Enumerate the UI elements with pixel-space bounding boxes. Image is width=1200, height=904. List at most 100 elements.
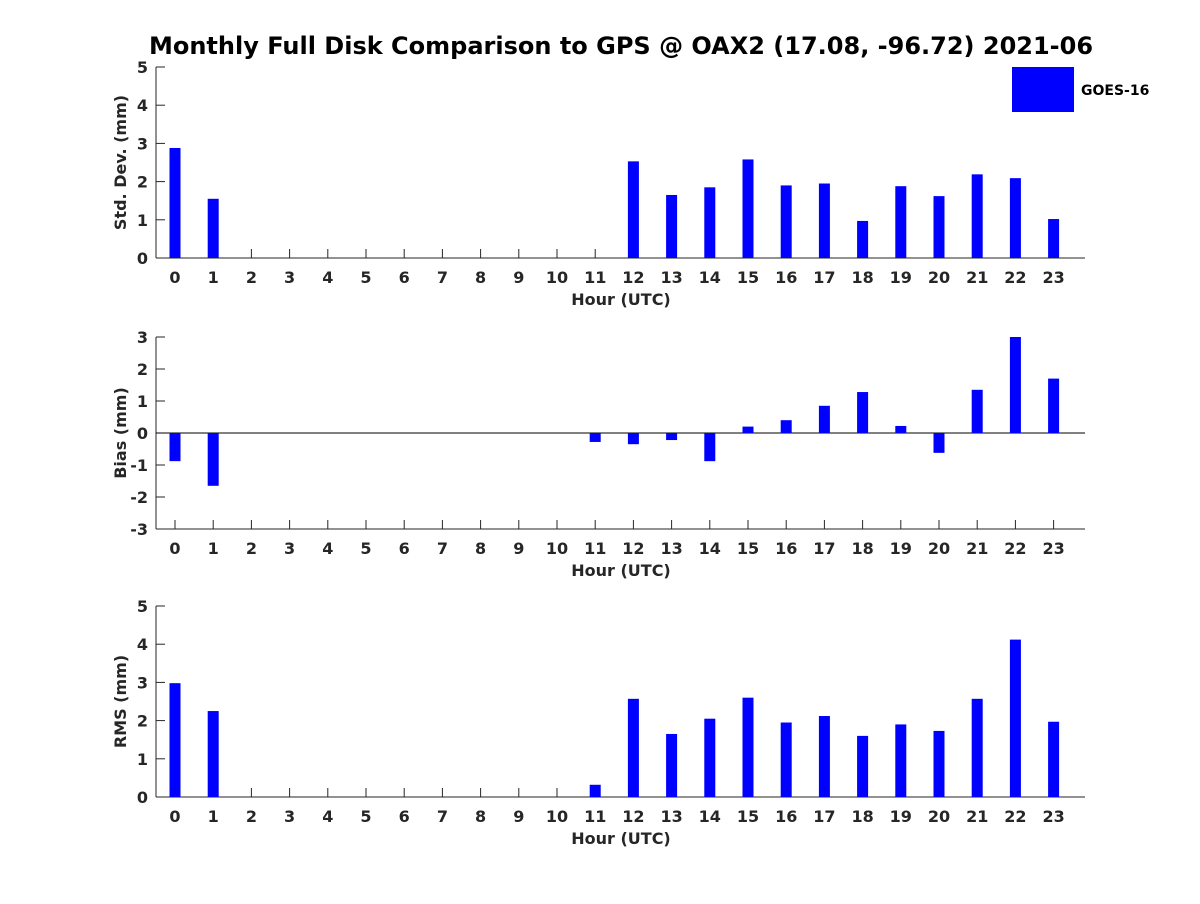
x-axis-label: Hour (UTC)	[571, 290, 671, 309]
bar-hour-14	[704, 718, 716, 797]
bar-hour-14	[704, 433, 716, 462]
x-tick-label: 15	[737, 807, 759, 826]
bar-hour-0	[169, 147, 181, 258]
y-tick-label: 5	[137, 597, 148, 616]
bar-hour-11	[589, 433, 601, 442]
bar-hour-22	[1009, 639, 1021, 797]
x-tick-label: 9	[513, 539, 524, 558]
y-tick-label: 0	[137, 788, 148, 807]
x-tick-label: 10	[546, 268, 568, 287]
bar-hour-15	[742, 159, 754, 258]
legend: GOES-16	[1012, 67, 1149, 112]
x-tick-label: 16	[775, 807, 797, 826]
x-tick-label: 12	[622, 807, 644, 826]
bar-hour-16	[780, 185, 792, 258]
x-tick-label: 2	[246, 268, 257, 287]
y-axis-label: RMS (mm)	[111, 655, 130, 748]
x-tick-label: 0	[169, 539, 180, 558]
x-tick-label: 8	[475, 268, 486, 287]
bar-hour-20	[933, 196, 945, 258]
bar-hour-15	[742, 426, 754, 433]
bar-hour-17	[818, 716, 830, 797]
x-tick-label: 0	[169, 268, 180, 287]
bar-hour-18	[857, 220, 869, 258]
bar-hour-23	[1048, 219, 1060, 258]
x-tick-label: 16	[775, 539, 797, 558]
x-tick-label: 0	[169, 807, 180, 826]
x-tick-label: 6	[399, 268, 410, 287]
x-tick-label: 14	[699, 268, 721, 287]
x-tick-label: 22	[1004, 539, 1026, 558]
x-tick-label: 7	[437, 807, 448, 826]
x-tick-label: 3	[284, 807, 295, 826]
bar-hour-13	[666, 194, 678, 258]
y-tick-label: -2	[130, 488, 148, 507]
x-tick-label: 11	[584, 539, 606, 558]
x-tick-label: 22	[1004, 268, 1026, 287]
bar-hour-21	[971, 698, 983, 797]
y-tick-label: 3	[137, 673, 148, 692]
x-tick-label: 21	[966, 807, 988, 826]
x-tick-label: 5	[360, 268, 371, 287]
x-tick-label: 19	[890, 268, 912, 287]
bar-hour-11	[589, 784, 601, 797]
bar-hour-17	[818, 405, 830, 433]
x-tick-label: 14	[699, 807, 721, 826]
x-tick-label: 17	[813, 268, 835, 287]
x-tick-label: 17	[813, 539, 835, 558]
x-tick-label: 10	[546, 807, 568, 826]
bar-hour-1	[207, 433, 219, 486]
x-tick-label: 4	[322, 268, 333, 287]
bar-hour-22	[1009, 178, 1021, 258]
x-tick-label: 9	[513, 268, 524, 287]
x-tick-label: 17	[813, 807, 835, 826]
y-tick-label: 1	[137, 211, 148, 230]
x-tick-label: 20	[928, 807, 950, 826]
x-tick-label: 4	[322, 807, 333, 826]
x-tick-label: 20	[928, 268, 950, 287]
x-axis-label: Hour (UTC)	[571, 829, 671, 848]
x-tick-label: 18	[851, 807, 873, 826]
bar-hour-21	[971, 389, 983, 433]
bar-hour-16	[780, 420, 792, 433]
x-tick-label: 6	[399, 539, 410, 558]
y-tick-label: 5	[137, 58, 148, 77]
bar-hour-18	[857, 735, 869, 797]
x-tick-label: 18	[851, 539, 873, 558]
bar-hour-21	[971, 174, 983, 258]
bar-hour-13	[666, 733, 678, 797]
y-tick-label: 3	[137, 328, 148, 347]
bar-hour-1	[207, 198, 219, 258]
x-tick-label: 21	[966, 268, 988, 287]
y-tick-label: 4	[137, 635, 148, 654]
x-tick-label: 19	[890, 807, 912, 826]
legend-swatch	[1012, 67, 1074, 112]
bar-hour-12	[627, 161, 639, 258]
y-axis-label: Std. Dev. (mm)	[111, 95, 130, 230]
x-tick-label: 15	[737, 268, 759, 287]
x-tick-label: 1	[208, 539, 219, 558]
x-tick-label: 23	[1042, 807, 1064, 826]
y-tick-label: 4	[137, 96, 148, 115]
legend-label: GOES-16	[1081, 83, 1149, 99]
x-tick-label: 16	[775, 268, 797, 287]
y-tick-label: -3	[130, 520, 148, 539]
bar-hour-18	[857, 392, 869, 433]
bar-hour-19	[895, 186, 907, 258]
bar-hour-22	[1009, 337, 1021, 433]
x-tick-label: 13	[660, 807, 682, 826]
bar-hour-15	[742, 697, 754, 797]
y-tick-label: 3	[137, 134, 148, 153]
y-tick-label: 0	[137, 249, 148, 268]
x-axis-label: Hour (UTC)	[571, 561, 671, 580]
y-tick-label: 1	[137, 750, 148, 769]
bar-hour-16	[780, 722, 792, 797]
y-tick-label: 2	[137, 712, 148, 731]
x-tick-label: 23	[1042, 268, 1064, 287]
bar-hour-12	[627, 698, 639, 797]
